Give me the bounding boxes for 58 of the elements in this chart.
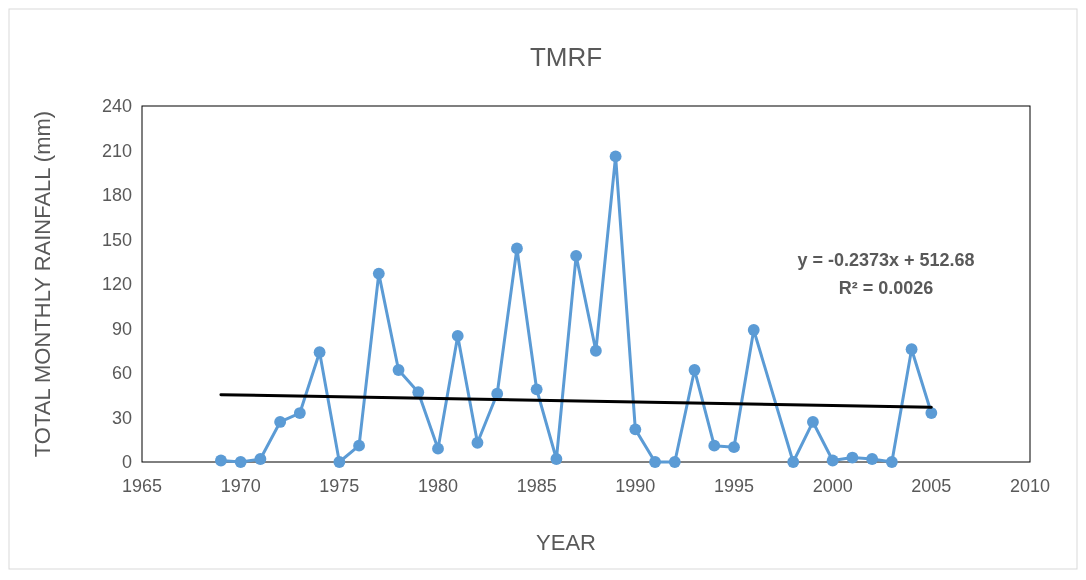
point xyxy=(885,456,898,468)
point xyxy=(471,436,484,449)
point xyxy=(925,407,938,419)
y-tick-label: 240 xyxy=(101,96,132,117)
y-tick-label: 60 xyxy=(111,363,132,384)
point xyxy=(451,330,464,342)
x-tick-label: 2000 xyxy=(812,476,853,496)
point xyxy=(649,456,661,468)
y-tick-label: 150 xyxy=(101,229,132,250)
point xyxy=(905,343,918,356)
point xyxy=(234,456,247,468)
point xyxy=(846,451,859,464)
y-axis-title: TOTAL MONTHLY RAINFALL (mm) xyxy=(30,110,55,458)
point xyxy=(530,383,543,396)
x-tick-label: 1965 xyxy=(121,476,163,496)
point xyxy=(333,456,346,468)
point xyxy=(274,416,287,428)
point xyxy=(550,453,563,465)
point xyxy=(372,267,385,280)
point xyxy=(708,439,721,452)
point xyxy=(609,150,622,163)
x-tick-label: 2010 xyxy=(1009,476,1051,496)
point xyxy=(807,416,819,428)
point xyxy=(313,346,326,359)
point xyxy=(293,407,306,419)
annotation: R² = 0.0026 xyxy=(838,278,934,298)
point xyxy=(787,456,800,468)
point xyxy=(215,454,227,467)
x-tick-label: 1990 xyxy=(615,476,656,496)
y-tick-label: 120 xyxy=(101,274,132,295)
x-tick-label: 1995 xyxy=(713,476,755,496)
point xyxy=(570,249,583,262)
x-tick-label: 1985 xyxy=(516,476,557,496)
y-tick-label: 30 xyxy=(111,407,132,428)
x-tick-label: 1975 xyxy=(319,476,360,496)
point xyxy=(254,453,267,465)
y-tick-label: 180 xyxy=(101,185,132,206)
point xyxy=(353,439,365,452)
chart-title: TMRF xyxy=(529,42,603,72)
point xyxy=(866,453,879,465)
x-axis-title: YEAR xyxy=(536,530,596,555)
y-tick-label: 210 xyxy=(101,140,132,161)
point xyxy=(511,242,523,255)
point xyxy=(728,441,740,454)
y-tick-label: 0 xyxy=(121,452,132,473)
x-tick-label: 1980 xyxy=(417,476,459,496)
point xyxy=(432,442,444,455)
point xyxy=(629,423,642,436)
point xyxy=(392,364,405,376)
x-tick-label: 1970 xyxy=(220,476,261,496)
point xyxy=(826,454,839,467)
annotation: y = -0.2373x + 512.68 xyxy=(797,250,975,270)
point xyxy=(747,324,760,336)
x-tick-label: 2005 xyxy=(911,476,952,496)
point xyxy=(668,456,681,468)
point xyxy=(688,364,701,376)
y-tick-label: 90 xyxy=(111,318,132,339)
point xyxy=(589,344,602,357)
